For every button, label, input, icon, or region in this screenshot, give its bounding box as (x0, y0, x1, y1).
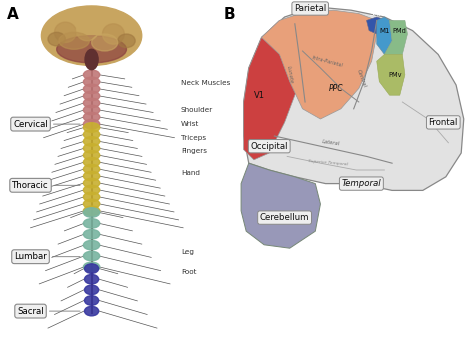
Ellipse shape (57, 36, 127, 63)
Ellipse shape (83, 112, 100, 122)
Text: Lateral: Lateral (321, 139, 340, 147)
Ellipse shape (83, 77, 100, 87)
Ellipse shape (48, 32, 65, 46)
Text: M1: M1 (379, 28, 390, 34)
Polygon shape (241, 163, 320, 248)
Text: SMA: SMA (370, 11, 384, 17)
Text: Hand: Hand (181, 170, 200, 176)
Ellipse shape (83, 105, 100, 115)
Ellipse shape (85, 49, 98, 70)
Ellipse shape (84, 306, 99, 316)
Polygon shape (377, 54, 405, 95)
Text: Leg: Leg (181, 249, 194, 255)
Text: Intra-Parietal: Intra-Parietal (312, 55, 344, 68)
Text: Cervical: Cervical (13, 120, 80, 129)
Text: Thoracic: Thoracic (12, 181, 80, 190)
Text: A: A (7, 7, 18, 22)
Ellipse shape (83, 98, 100, 108)
Polygon shape (384, 20, 408, 54)
Ellipse shape (118, 34, 135, 48)
Ellipse shape (83, 208, 100, 217)
Ellipse shape (91, 34, 118, 51)
Text: Occipital: Occipital (250, 142, 288, 151)
Ellipse shape (83, 91, 100, 101)
Text: Neck Muscles: Neck Muscles (181, 80, 230, 86)
Text: V1: V1 (254, 91, 264, 100)
Text: Sacral: Sacral (17, 307, 80, 316)
Text: Temporal: Temporal (342, 179, 381, 188)
Ellipse shape (83, 192, 100, 202)
Ellipse shape (83, 219, 100, 228)
Text: Lumbar: Lumbar (14, 252, 80, 261)
Ellipse shape (83, 157, 100, 167)
Ellipse shape (83, 185, 100, 195)
Text: Shoulder: Shoulder (181, 107, 213, 114)
Text: B: B (223, 7, 235, 22)
Polygon shape (366, 17, 387, 34)
Text: Fingers: Fingers (181, 148, 207, 154)
Text: PMv: PMv (388, 72, 401, 78)
Ellipse shape (84, 264, 99, 273)
Ellipse shape (59, 32, 90, 49)
Ellipse shape (83, 137, 100, 146)
Ellipse shape (83, 178, 100, 188)
Text: Foot: Foot (181, 269, 197, 275)
Text: Cerebellum: Cerebellum (260, 213, 310, 222)
Ellipse shape (76, 20, 98, 41)
Ellipse shape (41, 6, 142, 65)
Ellipse shape (83, 240, 100, 250)
Text: Frontal: Frontal (428, 118, 458, 127)
Polygon shape (244, 20, 305, 160)
Ellipse shape (83, 199, 100, 209)
Ellipse shape (84, 274, 99, 284)
Ellipse shape (83, 143, 100, 153)
Text: PPC: PPC (328, 84, 343, 93)
Ellipse shape (83, 123, 100, 132)
Text: PMd: PMd (393, 28, 407, 34)
Ellipse shape (84, 296, 99, 305)
Ellipse shape (83, 165, 100, 174)
Ellipse shape (84, 285, 99, 294)
Text: Superior Temporal: Superior Temporal (308, 159, 348, 167)
Ellipse shape (83, 262, 100, 272)
Ellipse shape (102, 24, 124, 44)
Text: Lunate: Lunate (286, 65, 294, 84)
Text: Wrist: Wrist (181, 121, 200, 127)
Polygon shape (377, 17, 392, 54)
Ellipse shape (83, 251, 100, 261)
Text: Parietal: Parietal (294, 4, 326, 13)
Ellipse shape (83, 151, 100, 160)
Text: Triceps: Triceps (181, 135, 206, 141)
Polygon shape (262, 10, 377, 119)
Ellipse shape (83, 119, 100, 129)
Ellipse shape (83, 171, 100, 181)
Text: Central: Central (356, 68, 367, 88)
Ellipse shape (83, 84, 100, 94)
Ellipse shape (83, 206, 100, 216)
Ellipse shape (83, 70, 100, 80)
Polygon shape (244, 7, 464, 190)
Ellipse shape (55, 22, 76, 42)
Ellipse shape (83, 130, 100, 139)
Ellipse shape (83, 230, 100, 239)
